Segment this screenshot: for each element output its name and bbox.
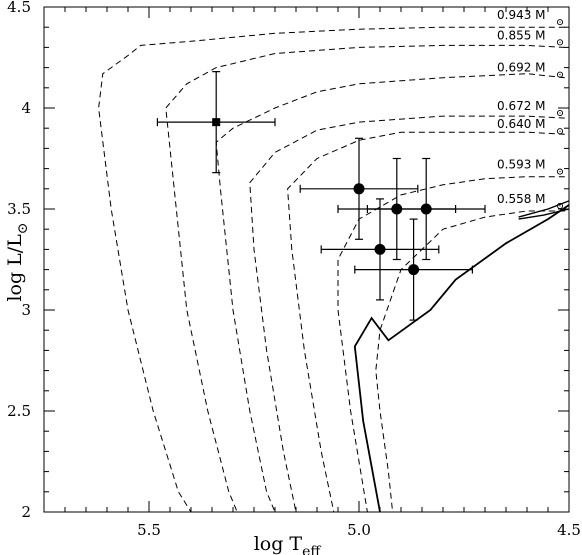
sun-symbol — [556, 168, 564, 175]
track-label: 0.943 M — [497, 8, 546, 22]
evolutionary-tracks — [98, 26, 565, 513]
sun-symbol — [556, 109, 564, 117]
solid-curve-branch — [518, 200, 570, 218]
sun-symbol — [556, 202, 564, 209]
circle-marker — [408, 264, 420, 276]
track-0.640 — [287, 131, 565, 513]
circle-marker — [353, 183, 365, 195]
circle-marker — [420, 203, 432, 215]
sun-symbol-dot — [559, 41, 561, 43]
data-points — [156, 71, 486, 321]
y-tick-label: 2 — [21, 503, 31, 521]
sun-symbol-dot — [559, 74, 561, 76]
track-0.593 — [337, 176, 565, 513]
track-0.692 — [215, 73, 565, 513]
sun-symbol — [556, 19, 564, 26]
y-axis-title: log L/L⊙ — [4, 222, 31, 301]
tick-labels: 5.5 5.0 4.5 2 2.5 3 3.5 4 4.5 — [7, 0, 581, 539]
track-label: 0.640 M — [497, 117, 546, 131]
y-tick-label: 3.5 — [7, 200, 31, 218]
circle-marker — [374, 243, 386, 255]
y-tick-label: 4.5 — [7, 0, 31, 16]
sun-symbol-dot — [559, 205, 561, 207]
sun-symbol-dot — [559, 171, 561, 173]
sun-symbol-dot — [559, 130, 561, 132]
data-point — [299, 137, 419, 240]
track-0.855 — [165, 44, 565, 513]
plot-frame — [43, 6, 570, 513]
solid-curve-main — [353, 204, 570, 513]
track-label: 0.593 M — [497, 158, 546, 172]
track-label: 0.558 M — [497, 192, 546, 206]
track-label: 0.855 M — [497, 28, 546, 42]
sun-symbol — [556, 71, 564, 78]
data-point — [366, 157, 486, 261]
data-point — [156, 71, 276, 174]
sun-symbol — [556, 39, 564, 46]
track-0.943 — [98, 26, 565, 513]
solid-curve-branch — [518, 208, 570, 220]
track-0.558 — [375, 210, 565, 513]
x-axis-title: log Teff — [254, 533, 322, 555]
axis-ticks — [43, 6, 570, 513]
y-tick-label: 3 — [21, 301, 31, 319]
track-labels: 0.943 M 0.855 M 0.692 M 0.672 M 0.640 M 0.593… — [497, 8, 564, 209]
x-tick-label: 4.5 — [557, 521, 581, 539]
data-point — [320, 198, 440, 301]
track-0.672 — [249, 115, 565, 513]
y-tick-label: 4 — [21, 99, 31, 117]
square-marker — [212, 118, 221, 127]
x-tick-label: 5.0 — [347, 521, 371, 539]
data-point — [354, 218, 473, 321]
solid-curve — [353, 200, 570, 513]
sun-symbol-dot — [559, 21, 561, 23]
sun-symbol-dot — [559, 112, 561, 114]
y-tick-label: 2.5 — [7, 402, 31, 420]
track-label: 0.692 M — [497, 61, 546, 75]
track-label: 0.672 M — [497, 99, 546, 113]
x-tick-label: 5.5 — [137, 521, 161, 539]
plot-border — [43, 6, 570, 513]
sun-symbol — [556, 128, 564, 135]
